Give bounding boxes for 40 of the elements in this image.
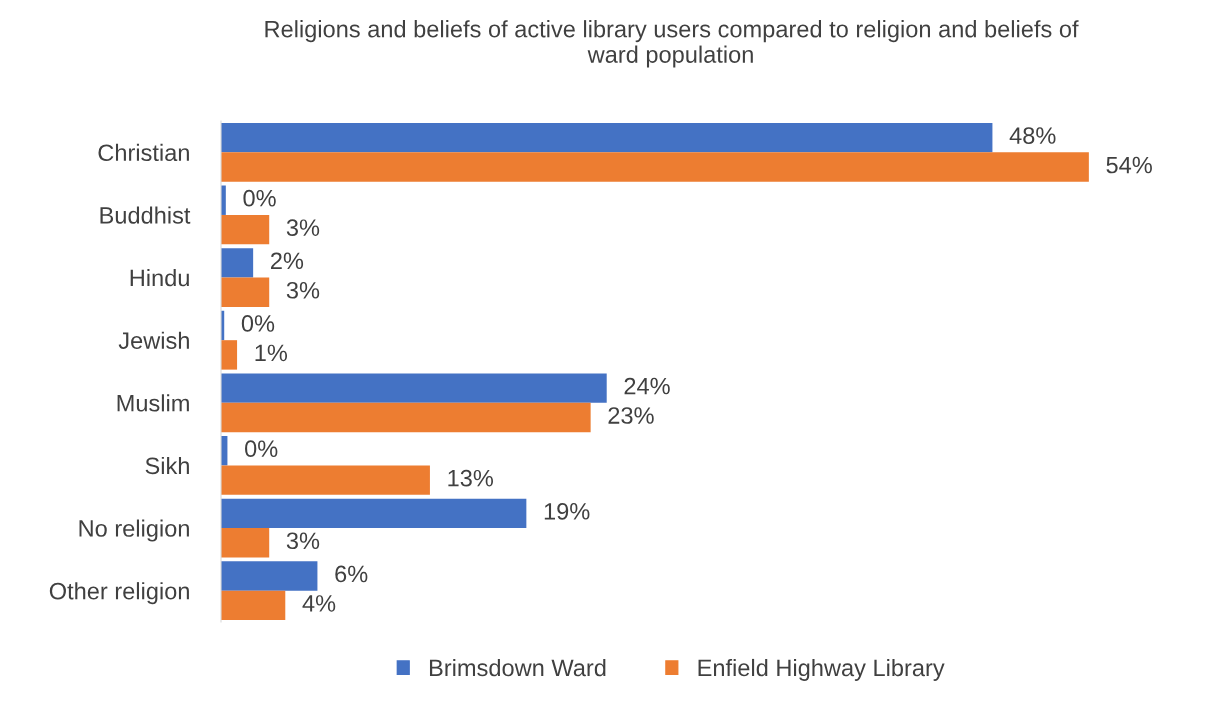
data-label: 3% <box>286 219 320 236</box>
y-tick-label: Christian <box>98 143 189 162</box>
bar <box>221 498 527 529</box>
legend-label: Brimsdown Ward <box>429 658 606 677</box>
legend-label: Enfield Highway Library <box>698 658 945 681</box>
data-label: 3% <box>286 281 320 299</box>
data-label: 13% <box>448 469 494 487</box>
bar <box>221 561 318 591</box>
data-label: 1% <box>255 344 288 362</box>
y-tick-label: No religion <box>79 519 189 542</box>
bar <box>221 528 270 558</box>
data-label: 0% <box>243 189 276 207</box>
bar <box>221 214 270 245</box>
y-tick-label: Buddhist <box>100 206 191 224</box>
bar <box>221 340 238 370</box>
bar <box>221 277 270 307</box>
data-label: 0% <box>245 440 278 458</box>
bar <box>221 373 607 403</box>
data-label: 3% <box>286 532 320 550</box>
y-tick-label: Other religion <box>49 582 189 605</box>
data-label: 4% <box>302 595 336 612</box>
bar <box>221 122 993 153</box>
y-tick-label: Jewish <box>118 331 189 349</box>
chart-title: Religions and beliefs of active library users compared to religion and beliefs of ward population <box>265 20 1079 68</box>
bar <box>221 590 286 621</box>
data-label: 54% <box>1106 156 1152 174</box>
data-label: 23% <box>608 407 654 424</box>
bar <box>221 465 430 495</box>
y-tick-label: Muslim <box>117 394 189 412</box>
bar <box>221 248 254 278</box>
data-label: 48% <box>1009 127 1056 144</box>
y-tick-label: Hindu <box>130 269 189 287</box>
data-label: 19% <box>544 502 590 520</box>
data-label: 2% <box>271 252 304 270</box>
data-label: 6% <box>335 565 368 583</box>
data-label: 0% <box>241 315 275 332</box>
bar <box>221 402 591 433</box>
y-tick-label: Sikh <box>145 456 189 475</box>
bar <box>221 152 1089 182</box>
data-label: 24% <box>624 377 670 395</box>
